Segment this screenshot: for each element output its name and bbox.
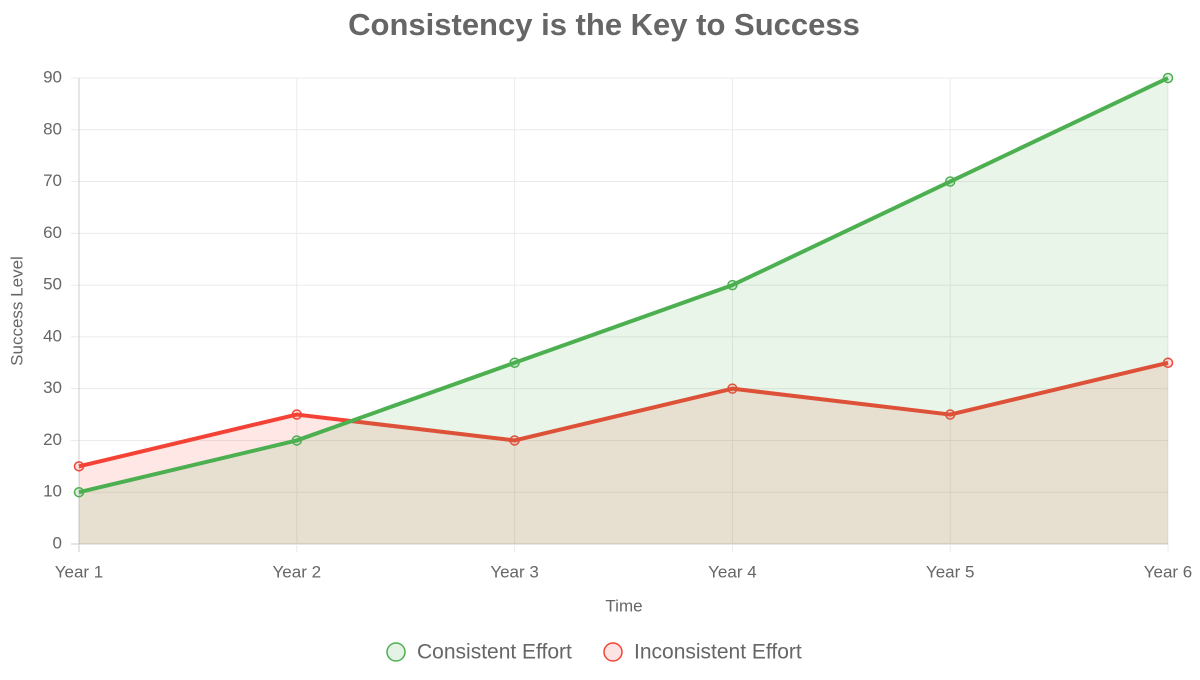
legend-marker xyxy=(386,642,406,662)
point xyxy=(1162,357,1174,369)
point xyxy=(73,486,85,498)
x-tick-label: Year 6 xyxy=(1144,562,1193,581)
x-tick-label: Year 1 xyxy=(55,562,104,581)
x-axis-label: Time xyxy=(605,596,642,615)
y-tick-label: 50 xyxy=(43,275,62,294)
point xyxy=(727,383,738,394)
y-tick-label: 80 xyxy=(43,119,62,138)
y-tick-label: 60 xyxy=(43,223,62,242)
y-tick-label: 10 xyxy=(43,482,62,501)
y-tick-label: 90 xyxy=(43,67,62,86)
legend-label: Consistent Effort xyxy=(417,641,572,664)
point xyxy=(1162,72,1174,84)
line xyxy=(78,360,1169,469)
point xyxy=(291,435,303,446)
line xyxy=(78,76,1169,495)
y-tick-label: 70 xyxy=(43,171,62,190)
x-tick-label: Year 5 xyxy=(926,562,975,581)
y-tick-label: 40 xyxy=(43,326,62,345)
area xyxy=(79,362,1168,544)
y-tick-label: 30 xyxy=(43,378,62,397)
area xyxy=(79,78,1168,544)
point xyxy=(944,176,956,187)
point xyxy=(944,409,956,420)
point xyxy=(727,279,738,291)
x-tick-label: Year 4 xyxy=(708,562,757,581)
x-tick-label: Year 2 xyxy=(273,562,322,581)
legend-marker xyxy=(603,642,623,662)
y-tick-label: 0 xyxy=(53,533,62,552)
point xyxy=(291,409,303,420)
y-axis-label: Success Level xyxy=(7,256,26,366)
chart-title: Consistency is the Key to Success xyxy=(348,7,860,42)
point xyxy=(509,357,520,369)
legend-label: Inconsistent Effort xyxy=(634,641,802,664)
point xyxy=(509,435,520,446)
x-tick-label: Year 3 xyxy=(490,562,539,581)
point xyxy=(73,461,85,472)
y-tick-label: 20 xyxy=(43,430,62,449)
